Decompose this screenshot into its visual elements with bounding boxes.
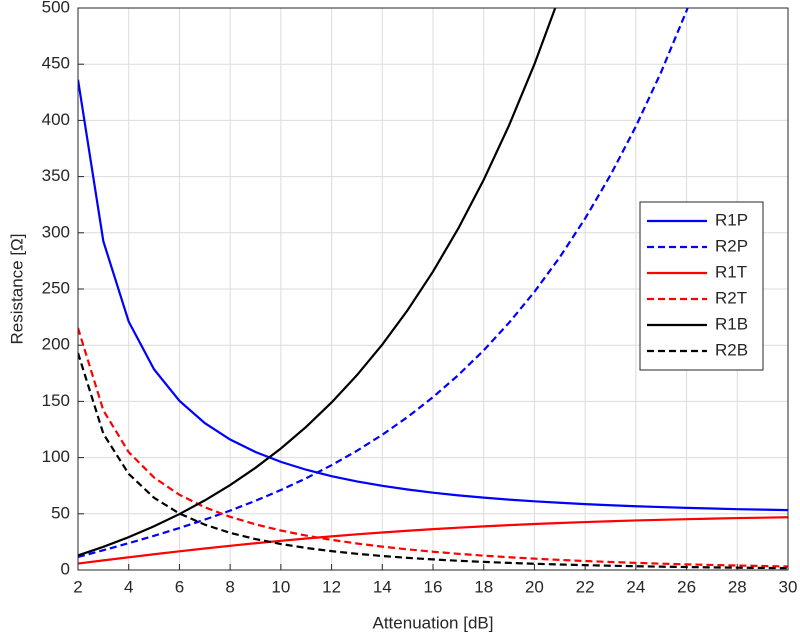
legend-label: R2B xyxy=(715,340,748,359)
plot-lines xyxy=(78,8,788,570)
x-tick-label: 6 xyxy=(175,577,184,596)
series-line xyxy=(78,516,788,565)
plot-frame xyxy=(77,7,789,571)
legend-box xyxy=(639,201,764,371)
y-tick-label: 0 xyxy=(61,559,70,578)
x-tick-label: 8 xyxy=(225,577,234,596)
x-tick-label: 22 xyxy=(576,577,595,596)
series-line xyxy=(78,327,788,568)
x-tick-label: 28 xyxy=(728,577,747,596)
x-tick-label: 16 xyxy=(424,577,443,596)
x-tick-label: 30 xyxy=(779,577,798,596)
x-tick-label: 24 xyxy=(626,577,645,596)
y-tick-label: 50 xyxy=(51,503,70,522)
legend-label: R2T xyxy=(715,288,747,307)
y-tick-label: 300 xyxy=(42,222,70,241)
x-axis-label: Attenuation [dB] xyxy=(373,613,494,632)
series-line xyxy=(78,79,788,512)
series-line xyxy=(78,352,788,570)
x-tick-label: 2 xyxy=(73,577,82,596)
x-tick-label: 12 xyxy=(322,577,341,596)
series-line xyxy=(78,8,557,557)
y-tick-label: 450 xyxy=(42,54,70,73)
legend-label: R1P xyxy=(715,210,748,229)
x-tick-label: 14 xyxy=(373,577,392,596)
y-tick-label: 250 xyxy=(42,278,70,297)
x-tick-label: 4 xyxy=(124,577,133,596)
x-tick-label: 26 xyxy=(677,577,696,596)
x-tick-label: 18 xyxy=(474,577,493,596)
y-tick-label: 200 xyxy=(42,335,70,354)
series-line xyxy=(78,8,689,559)
y-tick-label: 150 xyxy=(42,391,70,410)
legend-label: R2P xyxy=(715,236,748,255)
x-tick-label: 10 xyxy=(271,577,290,596)
y-axis-label: Resistance [Ω] xyxy=(7,234,26,345)
legend-label: R1B xyxy=(715,314,748,333)
y-tick-label: 500 xyxy=(42,0,70,16)
x-tick-label: 20 xyxy=(525,577,544,596)
legend-label: R1T xyxy=(715,262,747,281)
y-tick-label: 350 xyxy=(42,166,70,185)
y-tick-label: 400 xyxy=(42,110,70,129)
y-tick-label: 100 xyxy=(42,447,70,466)
